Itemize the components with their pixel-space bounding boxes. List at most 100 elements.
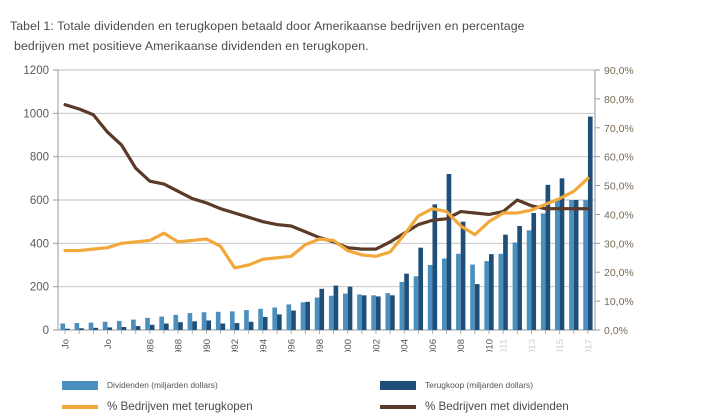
bar-dividenden — [583, 200, 588, 330]
chart-legend: Dividenden (miljarden dollars) Terugkoop … — [0, 378, 706, 420]
bar-dividenden — [201, 312, 207, 330]
bar-dividenden — [371, 295, 376, 330]
bar-terugkoop — [361, 295, 367, 330]
bar-terugkoop — [291, 310, 296, 330]
right-axis-tick-label: 40,0% — [604, 209, 634, 221]
left-axis-tick-label: 400 — [30, 238, 49, 250]
legend-label: % Bedrijven met terugkopen — [107, 400, 253, 413]
x-axis-tick-label: 1990 — [202, 339, 213, 352]
bar-terugkoop — [587, 116, 593, 330]
left-axis-tick-label: 1200 — [23, 65, 49, 77]
bar-terugkoop — [531, 213, 537, 330]
bar-dividenden — [314, 297, 320, 330]
bar-dividenden — [399, 281, 405, 330]
x-axis-tick-label-faded: 2011 — [499, 339, 510, 352]
bar-terugkoop — [79, 328, 84, 330]
legend-item[interactable]: Terugkoop (miljarden dollars) — [380, 380, 533, 390]
bar-terugkoop — [517, 226, 522, 330]
bar-dividenden — [229, 311, 235, 330]
left-axis-tick-label: 0 — [43, 325, 49, 337]
bar-terugkoop — [375, 296, 381, 330]
bar-terugkoop — [559, 178, 565, 330]
bar-dividenden — [456, 253, 461, 330]
x-axis-tick-label-faded: 2017 — [583, 339, 594, 352]
bar-dividenden — [498, 253, 504, 330]
caption-line-1: Tabel 1: Totale dividenden en terugkopen… — [10, 19, 525, 33]
bar-dividenden — [300, 302, 306, 330]
bar-terugkoop — [474, 284, 480, 330]
bar-terugkoop — [65, 328, 70, 330]
bar-terugkoop — [305, 301, 310, 330]
right-axis-tick-label: 70,0% — [604, 123, 634, 135]
x-axis-tick-label: 1988 — [174, 339, 185, 352]
bar-dividenden — [555, 200, 560, 330]
right-axis-tick-label: 50,0% — [604, 181, 634, 193]
legend-label: Terugkoop (miljarden dollars) — [425, 380, 533, 390]
bar-dividenden — [215, 311, 221, 330]
chart-plot-area: 0 200 400 600 800 1000 1200 0,0% 10,0% 20,0% 30,0%… — [0, 62, 706, 352]
bar-dividenden — [131, 319, 136, 330]
bar-terugkoop — [262, 317, 268, 330]
bar-terugkoop — [573, 200, 579, 330]
left-axis-tick-label: 800 — [30, 152, 49, 164]
bar-dividenden — [512, 242, 518, 330]
bar-terugkoop — [192, 321, 197, 330]
chart-caption: Tabel 1: Totale dividenden en terugkopen… — [10, 16, 630, 56]
line-pct-terugkopen — [63, 176, 590, 270]
legend-bar-swatch — [380, 380, 416, 390]
bar-dividenden — [272, 307, 278, 330]
bar-terugkoop — [503, 234, 508, 330]
bar-dividenden — [427, 265, 433, 330]
bar-dividenden — [102, 321, 108, 330]
legend-item[interactable]: % Bedrijven met terugkopen — [62, 400, 253, 413]
x-axis-tick-label: 1986 — [145, 339, 156, 352]
bar-terugkoop — [319, 288, 325, 330]
x-axis-tick-label: 2010 — [484, 339, 495, 352]
bar-dividenden — [187, 313, 193, 330]
bar-dividenden — [159, 316, 164, 330]
bar-dividenden — [484, 261, 490, 330]
right-axis-tick-label: 90,0% — [604, 65, 634, 77]
chart-svg: 0 200 400 600 800 1000 1200 0,0% 10,0% 20,0% 30,0%… — [23, 65, 634, 352]
x-axis-tick-label-faded: 2013 — [527, 339, 538, 352]
bar-dividenden — [173, 314, 179, 330]
legend-item[interactable]: % Bedrijven met dividenden — [380, 400, 569, 413]
bar-terugkoop — [390, 295, 395, 330]
bar-dividenden — [88, 322, 94, 330]
bar-terugkoop — [333, 285, 339, 330]
bar-terugkoop — [149, 324, 155, 330]
x-axis-tick-label: Jo — [60, 339, 71, 349]
legend-item[interactable]: Dividenden (miljarden dollars) — [62, 380, 218, 390]
x-axis-tick-label: 2008 — [456, 339, 467, 352]
bar-dividenden — [328, 295, 334, 330]
caption-line-2: bedrijven met positieve Amerikaanse divi… — [14, 39, 369, 53]
x-axis-tick-label-faded: 2015 — [555, 339, 566, 352]
bar-dividenden — [357, 294, 362, 330]
bar-terugkoop — [347, 286, 353, 330]
bar-terugkoop — [446, 174, 452, 330]
bar-terugkoop — [418, 247, 424, 330]
bar-dividenden — [441, 258, 447, 330]
bar-dividenden — [116, 320, 122, 330]
x-axis-tick-label: 1994 — [258, 339, 269, 352]
legend-line-swatch — [380, 404, 416, 409]
bar-dividenden — [286, 304, 292, 330]
left-axis-tick-label: 200 — [30, 282, 49, 294]
bar-terugkoop — [163, 323, 169, 330]
bar-terugkoop — [93, 327, 98, 330]
legend-label: Dividenden (miljarden dollars) — [107, 380, 218, 390]
right-axis-tick-label: 80,0% — [604, 94, 634, 106]
legend-label: % Bedrijven met dividenden — [425, 400, 569, 413]
x-axis-tick-label: Jo — [103, 339, 114, 349]
bar-terugkoop — [206, 320, 212, 330]
bar-terugkoop — [489, 254, 494, 330]
bar-terugkoop — [121, 326, 127, 330]
bar-terugkoop — [248, 321, 254, 330]
bar-terugkoop — [432, 204, 438, 330]
x-axis-tick-label: 1996 — [287, 339, 298, 352]
bar-dividenden — [74, 323, 80, 330]
bar-dividenden — [470, 264, 475, 330]
right-axis-tick-label: 30,0% — [604, 238, 634, 250]
bar-terugkoop — [460, 221, 466, 330]
legend-bar-swatch — [62, 380, 98, 390]
